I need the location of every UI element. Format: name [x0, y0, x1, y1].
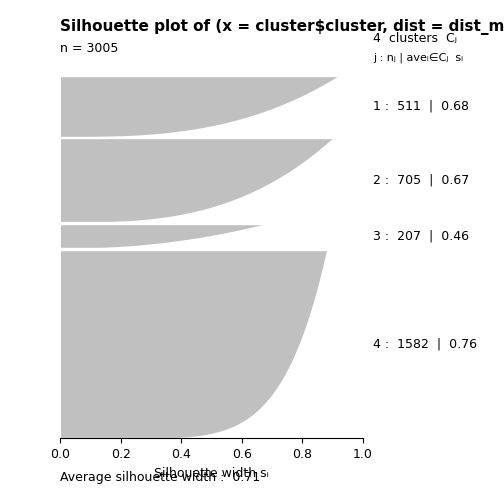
Text: 2 :  705  |  0.67: 2 : 705 | 0.67 — [373, 173, 469, 186]
Text: Average silhouette width :  0.71: Average silhouette width : 0.71 — [60, 471, 261, 484]
Text: 1 :  511  |  0.68: 1 : 511 | 0.68 — [373, 100, 469, 112]
Text: 3 :  207  |  0.46: 3 : 207 | 0.46 — [373, 229, 469, 242]
Text: 4 :  1582  |  0.76: 4 : 1582 | 0.76 — [373, 338, 477, 351]
Text: 4  clusters  Cⱼ: 4 clusters Cⱼ — [373, 32, 457, 45]
Text: Silhouette plot of (x = cluster$cluster, dist = dist_mat): Silhouette plot of (x = cluster$cluster,… — [60, 19, 504, 35]
X-axis label: Silhouette width sᵢ: Silhouette width sᵢ — [154, 467, 269, 480]
Text: n = 3005: n = 3005 — [60, 42, 119, 55]
Text: j : nⱼ | aveᵢ∈Cⱼ  sᵢ: j : nⱼ | aveᵢ∈Cⱼ sᵢ — [373, 52, 463, 63]
